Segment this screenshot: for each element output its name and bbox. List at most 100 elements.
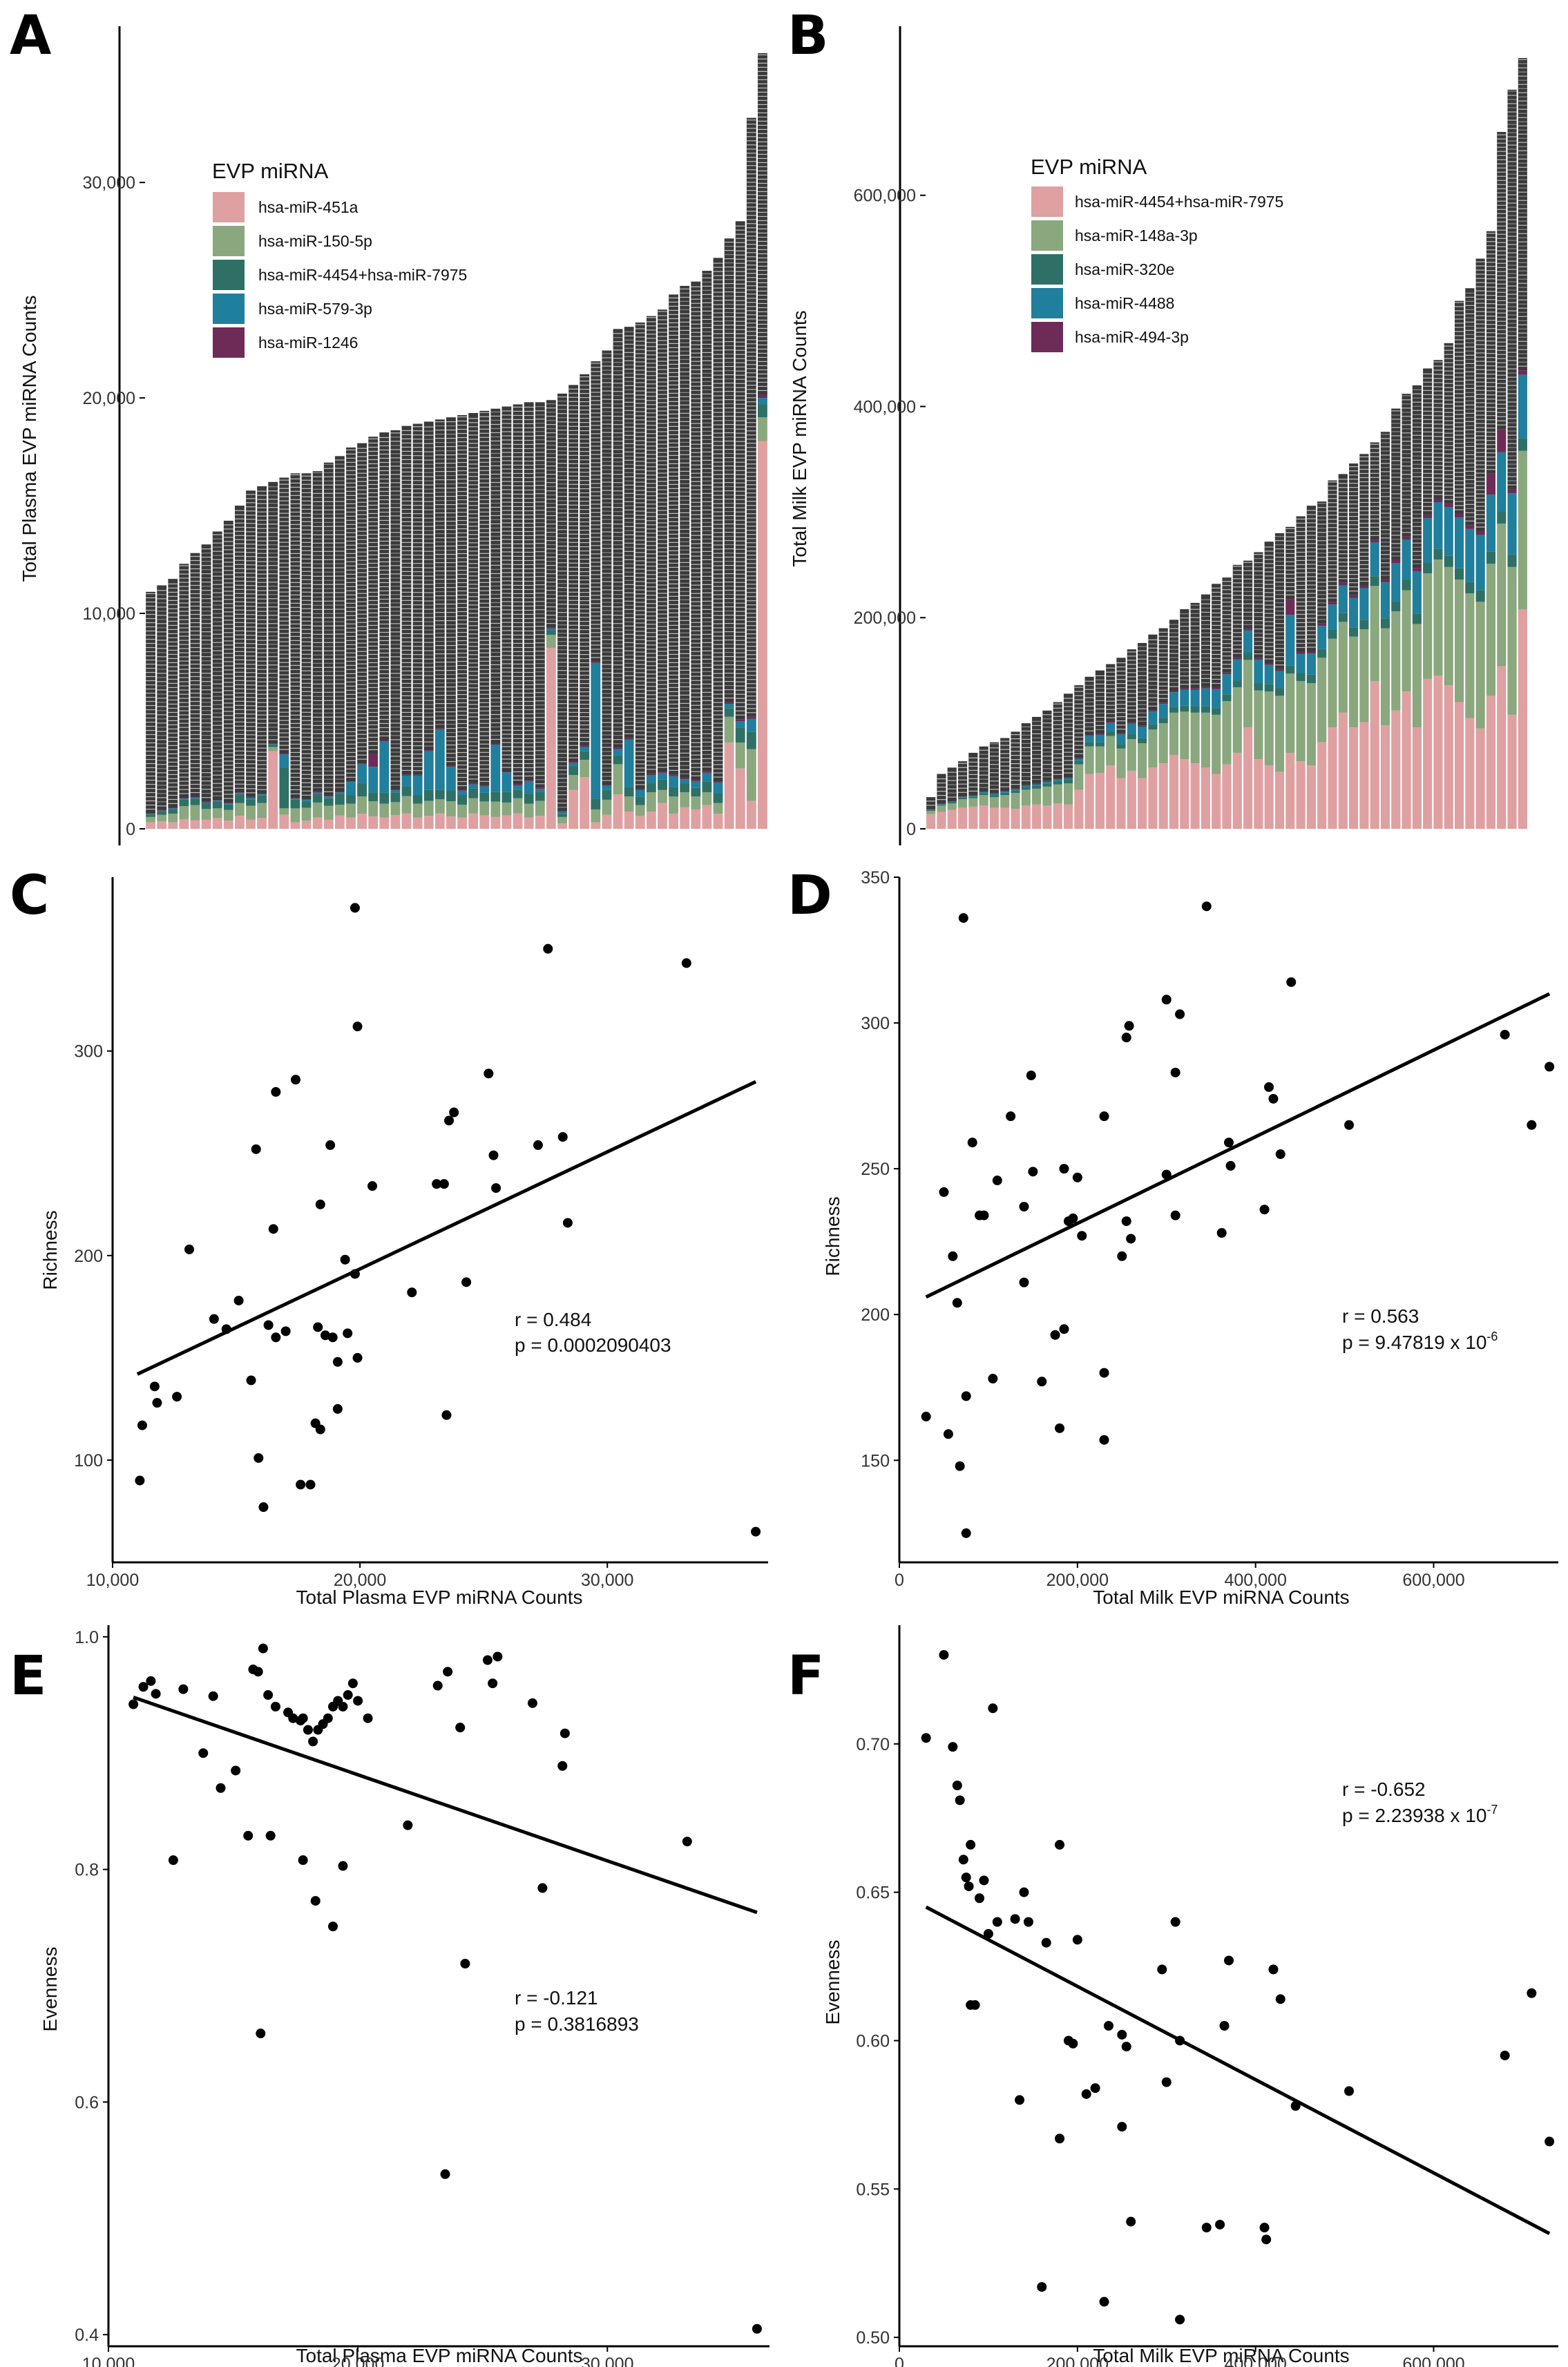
panel-a-bar-segment-4 xyxy=(546,628,556,631)
panel-a-bar-segment-1 xyxy=(357,814,367,829)
panel-a-bar-segment-1 xyxy=(446,816,456,829)
panel-a-bar-other xyxy=(412,423,423,775)
panel-a-bar-segment-1 xyxy=(546,647,556,829)
panel-a-bar-other xyxy=(290,473,300,798)
panel-a-bar-other xyxy=(624,327,634,738)
panel-a-bar-segment-3 xyxy=(546,631,556,635)
panel-a-bar-segment-1 xyxy=(557,823,567,829)
panel-a-bar-segment-5 xyxy=(524,780,534,781)
panel-a-bar-segment-1 xyxy=(346,817,356,829)
panel-a-bar-segment-2 xyxy=(490,801,501,817)
panel-a-bar-segment-2 xyxy=(602,799,612,815)
panel-a-bar-other xyxy=(702,271,712,772)
panel-a-bar-segment-4 xyxy=(301,800,312,802)
panel-a-bar-other xyxy=(268,481,278,744)
panel-a-bar-segment-1 xyxy=(479,815,490,829)
panel-a-bar-segment-5 xyxy=(702,771,712,773)
panel-a-bar-segment-5 xyxy=(446,765,456,767)
panel-a-bar-segment-1 xyxy=(434,813,445,829)
panel-a-bar-segment-1 xyxy=(412,817,423,829)
panel-a-bar-segment-3 xyxy=(513,789,523,798)
panel-a-bar-segment-5 xyxy=(379,740,390,742)
panel-a-bar-segment-3 xyxy=(457,795,467,805)
panel-a-bar-segment-5 xyxy=(368,754,379,767)
panel-a-bar-segment-2 xyxy=(312,802,323,818)
panel-a-bar-segment-5 xyxy=(513,784,523,785)
panel-a-bar-segment-4 xyxy=(746,718,756,732)
panel-a-bar-segment-4 xyxy=(490,745,501,792)
panel-a-bar-segment-3 xyxy=(702,781,712,792)
panel-a-bar-segment-1 xyxy=(457,817,467,829)
panel-a-bar-segment-4 xyxy=(646,775,656,784)
panel-a-bar-segment-1 xyxy=(301,821,312,829)
panel-a-bar-segment-1 xyxy=(379,817,390,829)
panel-a-bar-segment-2 xyxy=(423,801,434,816)
panel-a-bar-other xyxy=(179,564,189,798)
panel-a-bar-segment-1 xyxy=(246,819,256,829)
panel-a-bar-segment-2 xyxy=(501,802,512,816)
panel-a-bar-segment-1 xyxy=(234,816,245,829)
panel-a-bar-segment-4 xyxy=(735,721,745,728)
panel-a-bar-segment-1 xyxy=(624,812,634,829)
panel-a-bar-other xyxy=(312,471,323,792)
panel-a-bar-segment-4 xyxy=(346,782,356,796)
panel-a-y-ticks: 0 10,000 20,000 30,000 xyxy=(83,173,145,839)
panel-a-bar-other xyxy=(602,350,612,785)
panel-a-bar-other xyxy=(212,531,222,801)
panel-a-bar-segment-2 xyxy=(234,803,245,816)
panel-a-bar-other xyxy=(334,456,345,792)
panel-a-bar-segment-2 xyxy=(691,796,701,809)
panel-a-bar-other xyxy=(301,473,312,800)
panel-a-bar-segment-3 xyxy=(179,799,189,807)
panel-a-bar-segment-2 xyxy=(301,807,312,821)
panel-a-bar-segment-4 xyxy=(157,810,167,812)
panel-a-bar-segment-4 xyxy=(713,782,723,794)
panel-a-bar-segment-5 xyxy=(746,716,756,719)
panel-a-bar-segment-2 xyxy=(190,805,200,821)
panel-a-bar-segment-4 xyxy=(680,779,690,784)
panel-letter-f: F xyxy=(787,1645,824,1707)
panel-a-bar-segment-3 xyxy=(646,783,656,792)
panel-a-bar-segment-4 xyxy=(246,798,256,800)
panel-a-bar-segment-2 xyxy=(680,792,690,807)
panel-a-bar-segment-2 xyxy=(669,796,679,814)
panel-a-bar-segment-3 xyxy=(257,795,267,803)
panel-a-bar-other xyxy=(323,462,334,796)
panel-a-bar-segment-4 xyxy=(212,801,222,803)
panel-a-bar-segment-5 xyxy=(457,789,467,791)
panel-a-bar-segment-4 xyxy=(412,775,423,796)
panel-a-bar-segment-5 xyxy=(423,750,434,751)
panel-a-bar-segment-5 xyxy=(635,788,645,790)
panel-a-bar-segment-2 xyxy=(646,792,656,812)
panel-a-bar-segment-4 xyxy=(401,775,412,787)
panel-a-bar-segment-3 xyxy=(423,789,434,801)
panel-a-bar-segment-1 xyxy=(323,819,334,829)
panel-a-bar-segment-3 xyxy=(713,793,723,803)
panel-a-bar-segment-3 xyxy=(223,804,233,810)
panel-a-bar-segment-2 xyxy=(468,798,479,814)
panel-a-bar-segment-2 xyxy=(724,716,734,743)
panel-a-bar-segment-5 xyxy=(212,800,222,801)
panel-a-bar-segment-1 xyxy=(591,822,601,829)
panel-a-bar-other xyxy=(234,506,245,793)
panel-a-bar-other xyxy=(535,402,545,788)
panel-a-bar-segment-3 xyxy=(157,812,167,815)
panel-a-bar-segment-4 xyxy=(334,792,345,794)
panel-a-bar-segment-1 xyxy=(635,816,645,829)
panel-a-bar-segment-2 xyxy=(524,803,534,818)
panel-a-bar-segment-1 xyxy=(312,817,323,829)
panel-a-bar-segment-4 xyxy=(257,794,267,796)
panel-a-bar-segment-1 xyxy=(290,822,300,829)
panel-a-bar-segment-1 xyxy=(390,815,401,829)
panel-a-bar-segment-3 xyxy=(557,814,567,817)
panel-a-bars xyxy=(146,53,767,829)
panel-a-bar-segment-2 xyxy=(323,805,334,820)
panel-a-bar-segment-4 xyxy=(323,796,334,798)
panel-a-bar-segment-1 xyxy=(423,816,434,829)
panel-a-bar-other xyxy=(423,421,434,751)
panel-a-bar-segment-5 xyxy=(301,799,312,801)
panel-a-bar-segment-4 xyxy=(457,790,467,796)
panel-a-bar-segment-3 xyxy=(724,708,734,717)
panel-a-bar-segment-4 xyxy=(179,798,189,800)
panel-a-bar-segment-1 xyxy=(279,814,289,829)
